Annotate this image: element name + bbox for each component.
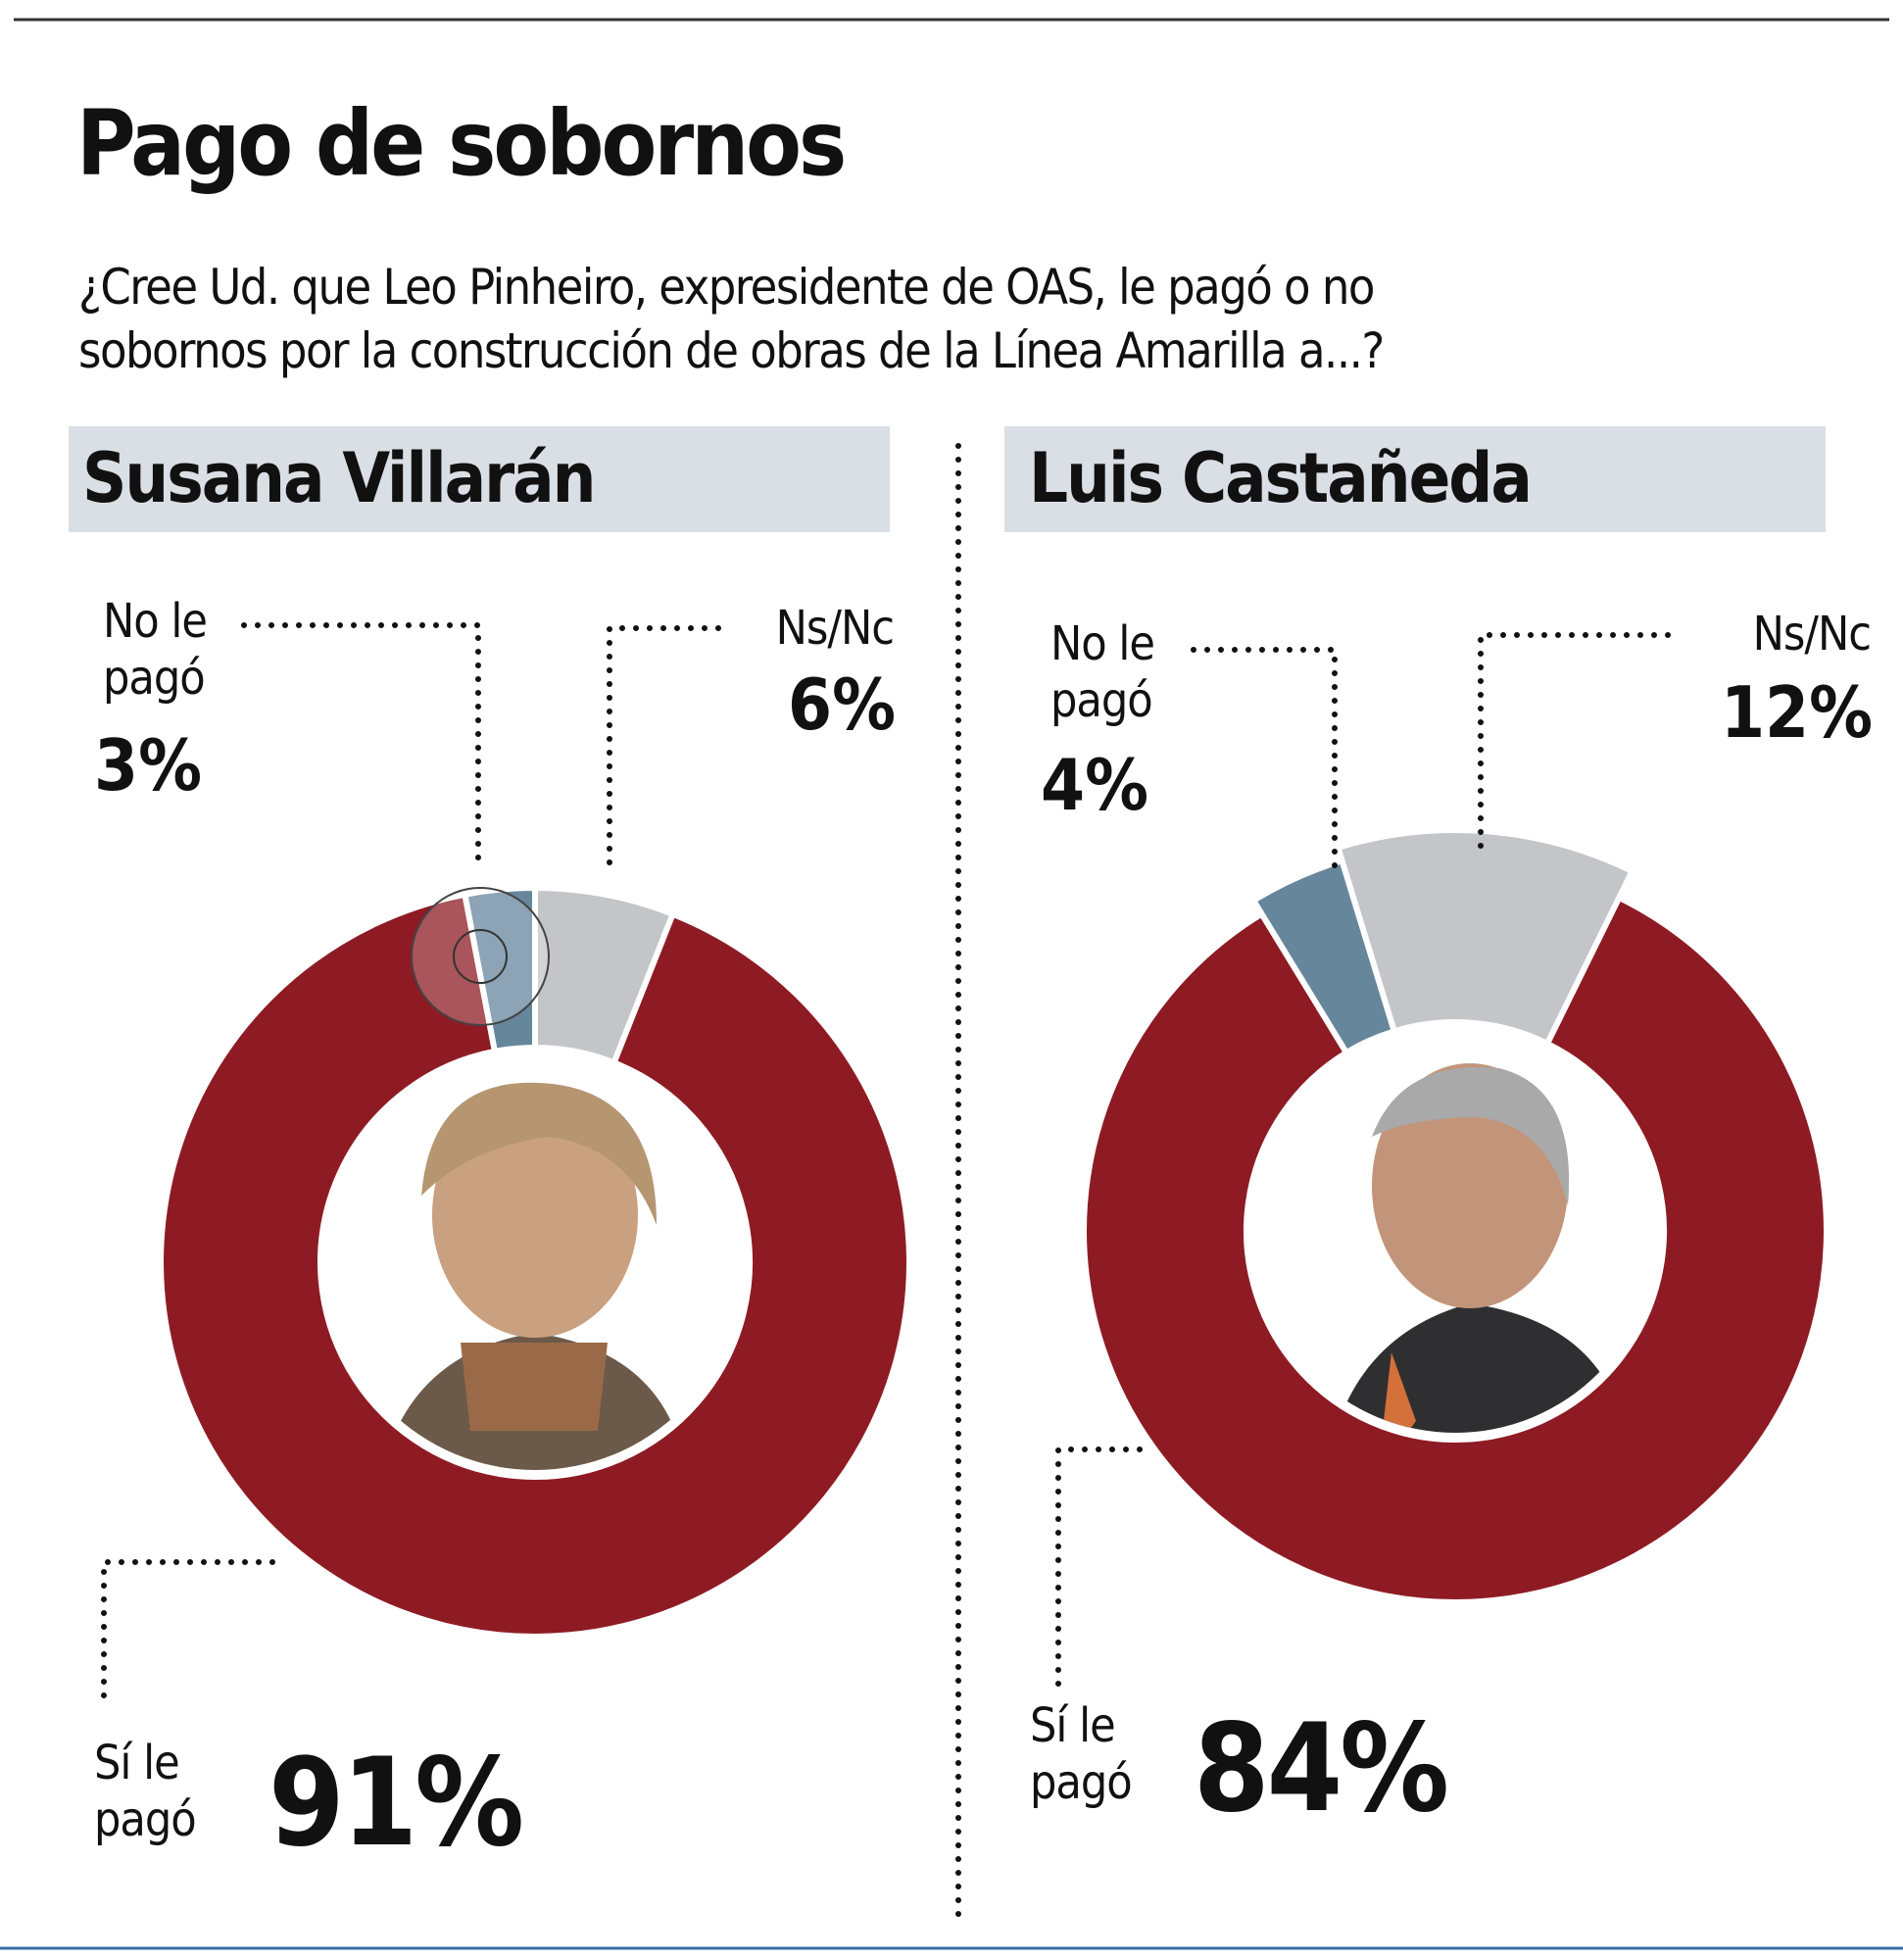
highlight-ring: [411, 887, 550, 1026]
leader-castaneda-no: [1191, 647, 1338, 871]
label-castaneda-si-2: pagó: [1030, 1755, 1132, 1810]
value-villaran-nsnc: 6%: [788, 663, 896, 746]
leader-villaran-si: [101, 1559, 275, 1699]
slice-no: [1249, 857, 1398, 1057]
label-castaneda-si-1: Sí le: [1030, 1698, 1115, 1753]
value-villaran-si: 91%: [268, 1733, 521, 1874]
chart-title: Pago de sobornos: [76, 91, 844, 196]
subtitle-line-1: ¿Cree Ud. que Leo Pinheiro, expresidente…: [78, 259, 1374, 316]
label-villaran-nsnc: Ns/Nc: [776, 601, 894, 656]
donut-castaneda: [1081, 827, 1830, 1605]
header-castaneda-bg: [1004, 426, 1826, 532]
label-castaneda-no-1: No le: [1050, 616, 1154, 671]
portrait-villaran: [327, 1054, 743, 1470]
subtitle-line-2: sobornos por la construcción de obras de…: [78, 322, 1384, 379]
leader-villaran-nsnc: [607, 625, 721, 878]
donut-villaran: [158, 884, 912, 1640]
header-villaran: Susana Villarán: [82, 438, 595, 518]
slice-si: [158, 891, 912, 1640]
slice-si: [1081, 893, 1830, 1605]
header-villaran-bg: [69, 426, 890, 532]
slice-no: [461, 884, 538, 1055]
portrait-castaneda: [1253, 1029, 1657, 1433]
value-castaneda-si: 84%: [1194, 1698, 1446, 1839]
value-castaneda-nsnc: 12%: [1721, 671, 1873, 754]
leader-castaneda-nsnc: [1478, 632, 1671, 858]
label-castaneda-nsnc: Ns/Nc: [1753, 607, 1871, 662]
label-villaran-no-1: No le: [103, 594, 207, 649]
leader-castaneda-si: [1055, 1446, 1143, 1696]
value-villaran-no: 3%: [94, 724, 202, 807]
leader-villaran-no: [241, 622, 481, 865]
label-villaran-si-2: pagó: [94, 1792, 196, 1847]
slice-nsnc: [1334, 827, 1636, 1048]
label-villaran-si-1: Sí le: [94, 1736, 179, 1790]
label-castaneda-no-2: pagó: [1050, 673, 1152, 728]
value-castaneda-no: 4%: [1041, 744, 1148, 826]
label-villaran-no-2: pagó: [103, 651, 205, 706]
header-castaneda: Luis Castañeda: [1029, 438, 1531, 518]
